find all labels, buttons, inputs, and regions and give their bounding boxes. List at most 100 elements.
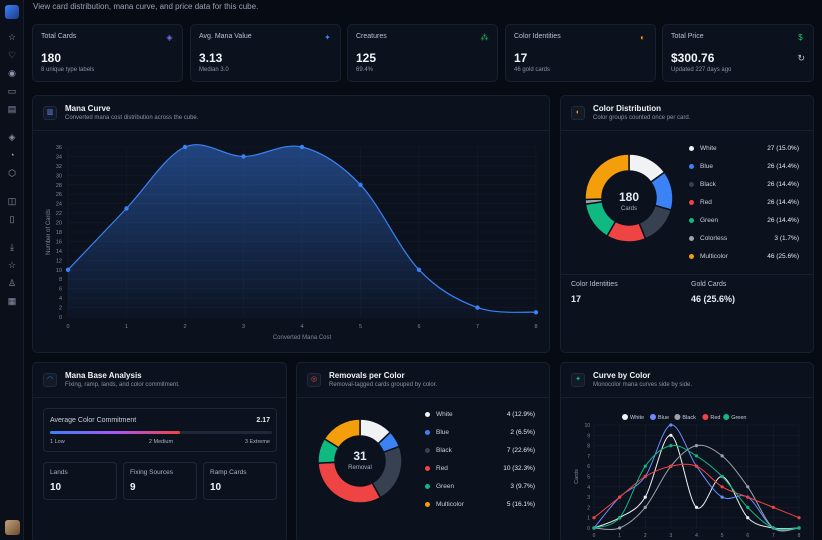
stat-sub: Median 3.0 xyxy=(199,67,229,73)
series-point xyxy=(592,526,596,530)
gamepad-icon[interactable]: ◫ xyxy=(7,196,17,206)
legend-value: 10 (32.3%) xyxy=(503,465,535,472)
stat-value: 125 xyxy=(356,51,377,65)
removals-panel: ◎ Removals per Color Removal-tagged card… xyxy=(296,362,550,540)
series-point xyxy=(669,433,673,437)
cube-icon[interactable]: ⬡ xyxy=(8,168,16,178)
download-icon[interactable]: ⤓ xyxy=(10,242,14,252)
stat-value: 180 xyxy=(41,51,62,65)
y-tick-label: 2 xyxy=(59,306,62,312)
donut-slice-multicolor xyxy=(584,153,630,201)
stat-card-creatures: Creatures ⁂ 125 69.4% xyxy=(347,24,498,82)
panel-title: Mana Base Analysis xyxy=(65,371,142,380)
y-axis-label: Cards xyxy=(574,469,580,484)
footer-value: 46 (25.6%) xyxy=(691,294,736,304)
stat-sub: Updated 227 days ago xyxy=(671,67,732,73)
y-tick-label: 30 xyxy=(56,173,62,179)
stat-title: Total Cards xyxy=(41,33,77,40)
curve-by-color-chart: 0 1 2 3 4 5 6 7 8 9 10 0 1 2 3 4 5 6 7 8 Cards White Blue Black… xyxy=(574,414,801,539)
app-logo[interactable] xyxy=(5,5,19,19)
panel-subtitle: Monocolor mana curves side by side. xyxy=(593,382,693,388)
mana-point xyxy=(65,267,71,272)
heart-icon[interactable]: ♡ xyxy=(7,50,17,60)
y-tick-label: 10 xyxy=(56,268,62,274)
stat-sub: 46 gold cards xyxy=(514,67,551,73)
panel-title: Removals per Color xyxy=(329,371,405,380)
stat-value: 3.13 xyxy=(199,51,223,65)
refresh-icon[interactable]: ↻ xyxy=(797,53,805,63)
y-tick-label: 8 xyxy=(587,444,590,450)
series-point xyxy=(669,423,673,427)
y-tick-label: 22 xyxy=(56,211,62,217)
x-tick-label: 1 xyxy=(618,533,621,539)
book-open-icon[interactable]: ▯ xyxy=(9,214,15,224)
y-tick-label: 6 xyxy=(59,287,62,293)
layers-icon[interactable]: ◈ xyxy=(8,132,16,142)
map-icon[interactable]: ▤ xyxy=(7,104,17,114)
x-tick-label: 4 xyxy=(695,533,698,539)
legend-label: Multicolor xyxy=(436,501,464,508)
trophy-icon[interactable]: ♙ xyxy=(7,278,17,288)
star-icon[interactable]: ☆ xyxy=(7,32,17,42)
legend-marker xyxy=(674,414,681,420)
star-outline-icon[interactable]: ☆ xyxy=(7,260,17,270)
legend-dot xyxy=(689,163,694,169)
series-point xyxy=(694,464,699,468)
series-point xyxy=(618,526,622,530)
legend-value: 3 (1.7%) xyxy=(774,235,799,242)
x-tick-label: 5 xyxy=(359,324,362,330)
stat-sub: 8 unique type labels xyxy=(41,67,95,73)
book-icon[interactable]: ▭ xyxy=(7,86,17,96)
series-point xyxy=(618,516,622,520)
y-axis-label: Number of Cards xyxy=(46,209,52,255)
file-icon[interactable]: ▦ xyxy=(7,296,17,306)
x-tick-label: 3 xyxy=(242,324,245,330)
palette-icon: ◐ xyxy=(571,106,585,120)
y-tick-label: 36 xyxy=(56,145,62,151)
curve-by-color-panel: ✦ Curve by Color Monocolor mana curves s… xyxy=(560,362,814,540)
y-tick-label: 4 xyxy=(587,485,590,491)
stat-value: $300.76 xyxy=(671,51,715,65)
legend-value: 7 (22.6%) xyxy=(506,447,535,454)
legend-value: 2 (6.5%) xyxy=(510,429,535,436)
x-tick-label: 0 xyxy=(66,324,69,330)
divider xyxy=(33,130,549,131)
legend-value: 5 (16.1%) xyxy=(506,501,535,508)
series-point xyxy=(720,454,724,458)
tile-value: 10 xyxy=(210,482,222,493)
donut-center-value: 180 xyxy=(618,190,640,204)
user-avatar[interactable] xyxy=(5,520,20,535)
legend-value: 27 (15.0%) xyxy=(767,145,799,152)
footer-value: 17 xyxy=(571,294,582,304)
tile-value: 9 xyxy=(130,482,136,493)
x-tick-label: 7 xyxy=(772,533,775,539)
x-tick-label: 3 xyxy=(669,533,672,539)
legend-label: White xyxy=(630,415,644,421)
series-point xyxy=(771,505,775,509)
legend-label: White xyxy=(700,145,717,152)
y-tick-label: 0 xyxy=(587,526,590,532)
legend-label: Red xyxy=(436,465,448,472)
legend-value: 26 (14.4%) xyxy=(767,163,799,170)
panel-subtitle: Converted mana cost distribution across … xyxy=(65,115,199,121)
x-tick-label: 8 xyxy=(534,324,537,330)
bell-icon[interactable]: ◔ xyxy=(9,150,15,160)
y-tick-label: 2 xyxy=(587,505,590,511)
series-point xyxy=(643,505,647,509)
y-tick-label: 12 xyxy=(56,258,62,264)
mana-area xyxy=(68,144,536,317)
stat-card-color-identities: Color Identities ◐ 17 46 gold cards xyxy=(505,24,656,82)
divider xyxy=(561,274,813,275)
mana-point xyxy=(299,144,305,150)
legend-item: Blue xyxy=(425,429,449,436)
legend-label: Red xyxy=(700,199,712,206)
stat-sub: 69.4% xyxy=(356,67,374,73)
mana-point xyxy=(533,310,539,315)
eye-icon[interactable]: ◉ xyxy=(8,68,16,78)
series-point xyxy=(694,454,699,458)
palette-icon: ◐ xyxy=(640,33,645,42)
legend-item: White xyxy=(425,411,453,418)
footer-label: Color Identities xyxy=(571,281,618,288)
mana-point xyxy=(416,267,422,272)
